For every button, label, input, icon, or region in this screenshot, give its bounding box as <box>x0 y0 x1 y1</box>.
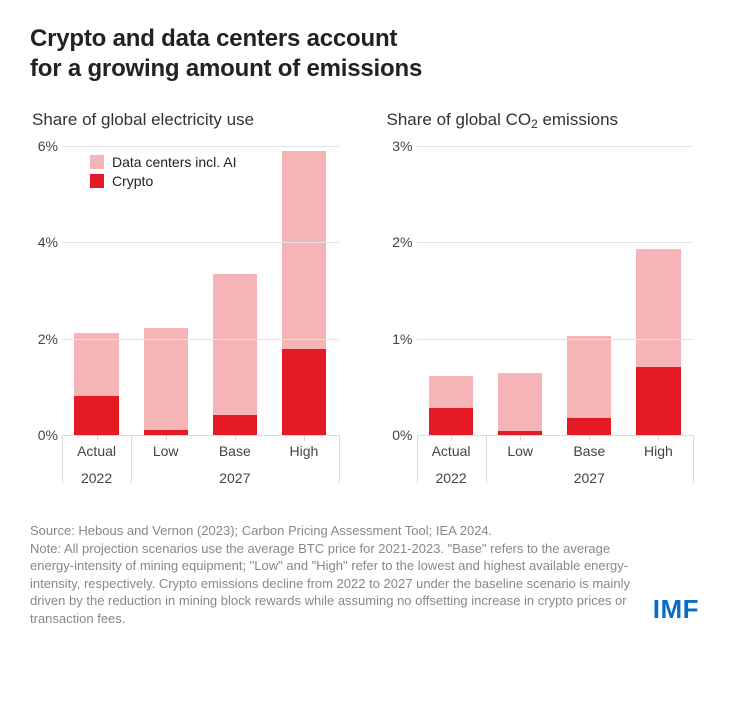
group-separator <box>339 435 340 483</box>
bar-segment-crypto <box>429 408 473 435</box>
group-label: 2022 <box>417 470 486 486</box>
legend: Data centers incl. AI Crypto <box>90 154 237 192</box>
bar-segment-datacenters <box>144 328 188 430</box>
group-label: 2027 <box>131 470 338 486</box>
x-tick-mark <box>658 435 659 441</box>
x-tick-label: High <box>269 443 338 459</box>
bar-segment-crypto <box>282 349 326 435</box>
bar-stack <box>144 328 188 435</box>
bar-stack <box>498 373 542 435</box>
x-tick-label: Low <box>486 443 555 459</box>
x-tick-mark <box>520 435 521 441</box>
x-tick-mark <box>97 435 98 441</box>
y-tick-label: 1% <box>383 331 413 347</box>
bar-slot: Base <box>555 146 624 435</box>
legend-label-crypto: Crypto <box>112 173 153 189</box>
bar-slot: Actual <box>417 146 486 435</box>
x-tick-mark <box>304 435 305 441</box>
bar-stack <box>74 333 118 435</box>
footer: Source: Hebous and Vernon (2023); Carbon… <box>30 522 699 627</box>
bar-segment-crypto <box>213 415 257 435</box>
y-tick-label: 0% <box>28 427 58 443</box>
bar-segment-datacenters <box>213 274 257 415</box>
gridline <box>417 146 694 147</box>
bar-segment-datacenters <box>498 373 542 431</box>
bars-right: ActualLowBaseHigh <box>417 146 694 435</box>
footnote-text: Source: Hebous and Vernon (2023); Carbon… <box>30 522 633 627</box>
group-labels-left: 20222027 <box>62 470 339 486</box>
group-labels-right: 20222027 <box>417 470 694 486</box>
chart-electricity: Share of global electricity use Data cen… <box>30 110 345 486</box>
bar-slot: Low <box>486 146 555 435</box>
bar-segment-datacenters <box>74 333 118 397</box>
gridline <box>62 242 339 243</box>
title-line-1: Crypto and data centers account <box>30 25 397 52</box>
bar-segment-crypto <box>636 367 680 435</box>
y-tick-label: 2% <box>383 234 413 250</box>
bar-slot: High <box>269 146 338 435</box>
x-tick-mark <box>235 435 236 441</box>
y-tick-label: 2% <box>28 331 58 347</box>
y-tick-label: 3% <box>383 138 413 154</box>
x-tick-label: Base <box>555 443 624 459</box>
bar-segment-datacenters <box>567 336 611 417</box>
x-tick-label: Base <box>200 443 269 459</box>
bar-segment-datacenters <box>429 376 473 408</box>
bar-slot: High <box>624 146 693 435</box>
bar-segment-datacenters <box>636 249 680 367</box>
bar-segment-crypto <box>567 418 611 435</box>
subtitle-left: Share of global electricity use <box>32 110 345 130</box>
group-label: 2027 <box>486 470 693 486</box>
y-tick-label: 6% <box>28 138 58 154</box>
bar-stack <box>282 151 326 435</box>
x-tick-mark <box>589 435 590 441</box>
bar-segment-datacenters <box>282 151 326 349</box>
chart-title: Crypto and data centers account for a gr… <box>30 24 699 84</box>
subtitle-right: Share of global CO2 emissions <box>387 110 700 130</box>
x-tick-mark <box>166 435 167 441</box>
group-label: 2022 <box>62 470 131 486</box>
y-tick-label: 0% <box>383 427 413 443</box>
x-tick-label: Low <box>131 443 200 459</box>
bar-stack <box>636 249 680 435</box>
group-separator <box>693 435 694 483</box>
charts-row: Share of global electricity use Data cen… <box>30 110 699 486</box>
y-tick-label: 4% <box>28 234 58 250</box>
legend-item-crypto: Crypto <box>90 173 237 189</box>
plot-area-right: ActualLowBaseHigh 0%1%2%3% <box>417 146 694 436</box>
gridline <box>62 339 339 340</box>
x-tick-label: Actual <box>417 443 486 459</box>
bar-segment-crypto <box>74 396 118 435</box>
legend-item-datacenters: Data centers incl. AI <box>90 154 237 170</box>
legend-label-datacenters: Data centers incl. AI <box>112 154 237 170</box>
gridline <box>417 339 694 340</box>
legend-swatch-crypto <box>90 174 104 188</box>
gridline <box>417 242 694 243</box>
bar-stack <box>429 376 473 435</box>
x-tick-label: Actual <box>62 443 131 459</box>
imf-logo: IMF <box>653 594 699 627</box>
bar-stack <box>567 336 611 435</box>
title-line-2: for a growing amount of emissions <box>30 55 422 82</box>
x-tick-label: High <box>624 443 693 459</box>
legend-swatch-datacenters <box>90 155 104 169</box>
bar-stack <box>213 274 257 435</box>
chart-emissions: Share of global CO2 emissions ActualLowB… <box>385 110 700 486</box>
gridline <box>62 146 339 147</box>
x-tick-mark <box>451 435 452 441</box>
